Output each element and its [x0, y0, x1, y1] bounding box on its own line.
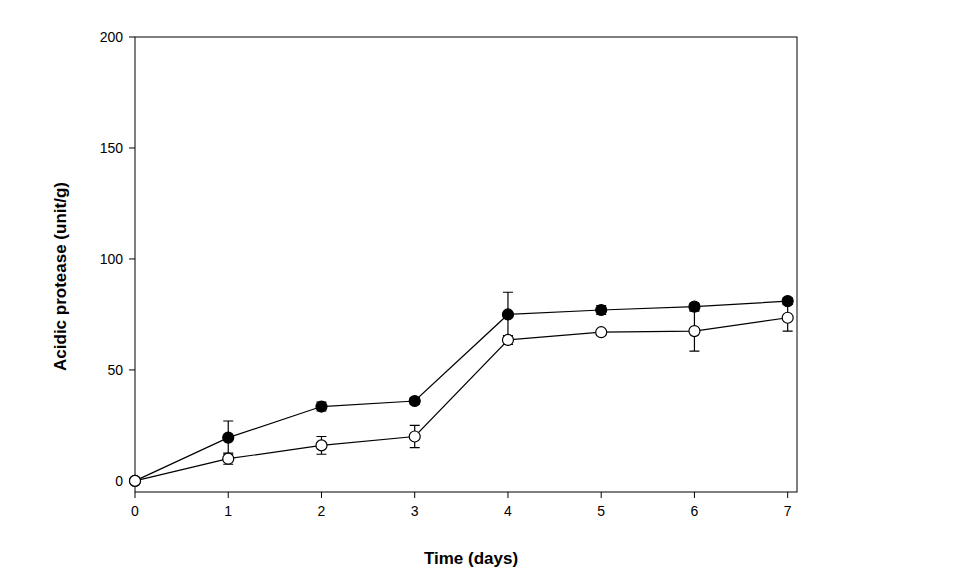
y-tick: [129, 37, 135, 38]
error-bar: [689, 311, 699, 351]
y-tick: [129, 258, 135, 259]
x-tick: [507, 492, 508, 498]
x-tick-label: 6: [691, 503, 699, 519]
x-tick-label: 1: [224, 503, 232, 519]
y-tick-label: 50: [107, 362, 123, 378]
x-tick-label: 4: [504, 503, 512, 519]
error-bar: [410, 425, 420, 447]
x-tick: [228, 492, 229, 498]
error-bar: [316, 437, 326, 455]
x-tick-label: 0: [131, 503, 139, 519]
x-tick-label: 3: [411, 503, 419, 519]
data-point: [596, 305, 607, 316]
x-tick: [601, 492, 602, 498]
data-point: [689, 326, 700, 337]
x-tick: [135, 492, 136, 498]
data-point: [409, 431, 420, 442]
data-point: [130, 475, 141, 486]
chart-container: 0 50 100 150 200 0 1 2 3 4 5 6 7 Time (days) Acidic pr…: [0, 0, 970, 587]
data-point: [596, 327, 607, 338]
x-tick: [321, 492, 322, 498]
x-axis-label: Time (days): [424, 549, 518, 568]
data-point: [316, 401, 327, 412]
error-bar: [503, 292, 513, 336]
data-point: [689, 301, 700, 312]
plot-area: [130, 292, 794, 486]
y-tick-label: 100: [100, 251, 124, 267]
series-line: [135, 318, 788, 481]
error-bar: [783, 304, 793, 331]
data-point: [130, 475, 141, 486]
y-axis-label: Acidic protease (unit/g): [51, 182, 70, 371]
y-tick: [129, 147, 135, 148]
x-tick-label: 2: [318, 503, 326, 519]
y-tick: [129, 369, 135, 370]
plot-frame: [135, 37, 797, 492]
y-tick-label: 150: [100, 140, 124, 156]
series-line: [135, 301, 788, 481]
y-tick-label: 200: [100, 29, 124, 45]
data-point: [502, 309, 513, 320]
data-point: [316, 440, 327, 451]
x-tick: [694, 492, 695, 498]
error-bar: [223, 453, 233, 464]
data-point: [502, 334, 513, 345]
data-point: [223, 453, 234, 464]
y-tick-label: 0: [115, 473, 123, 489]
x-tick: [414, 492, 415, 498]
x-tick-label: 7: [784, 503, 792, 519]
error-bar: [223, 421, 233, 454]
x-tick-label: 5: [597, 503, 605, 519]
x-tick: [787, 492, 788, 498]
data-point: [782, 312, 793, 323]
chart: 0 50 100 150 200 0 1 2 3 4 5 6 7 Time (days) Acidic pr…: [0, 0, 970, 587]
data-point: [782, 296, 793, 307]
data-point: [223, 432, 234, 443]
data-point: [409, 396, 420, 407]
